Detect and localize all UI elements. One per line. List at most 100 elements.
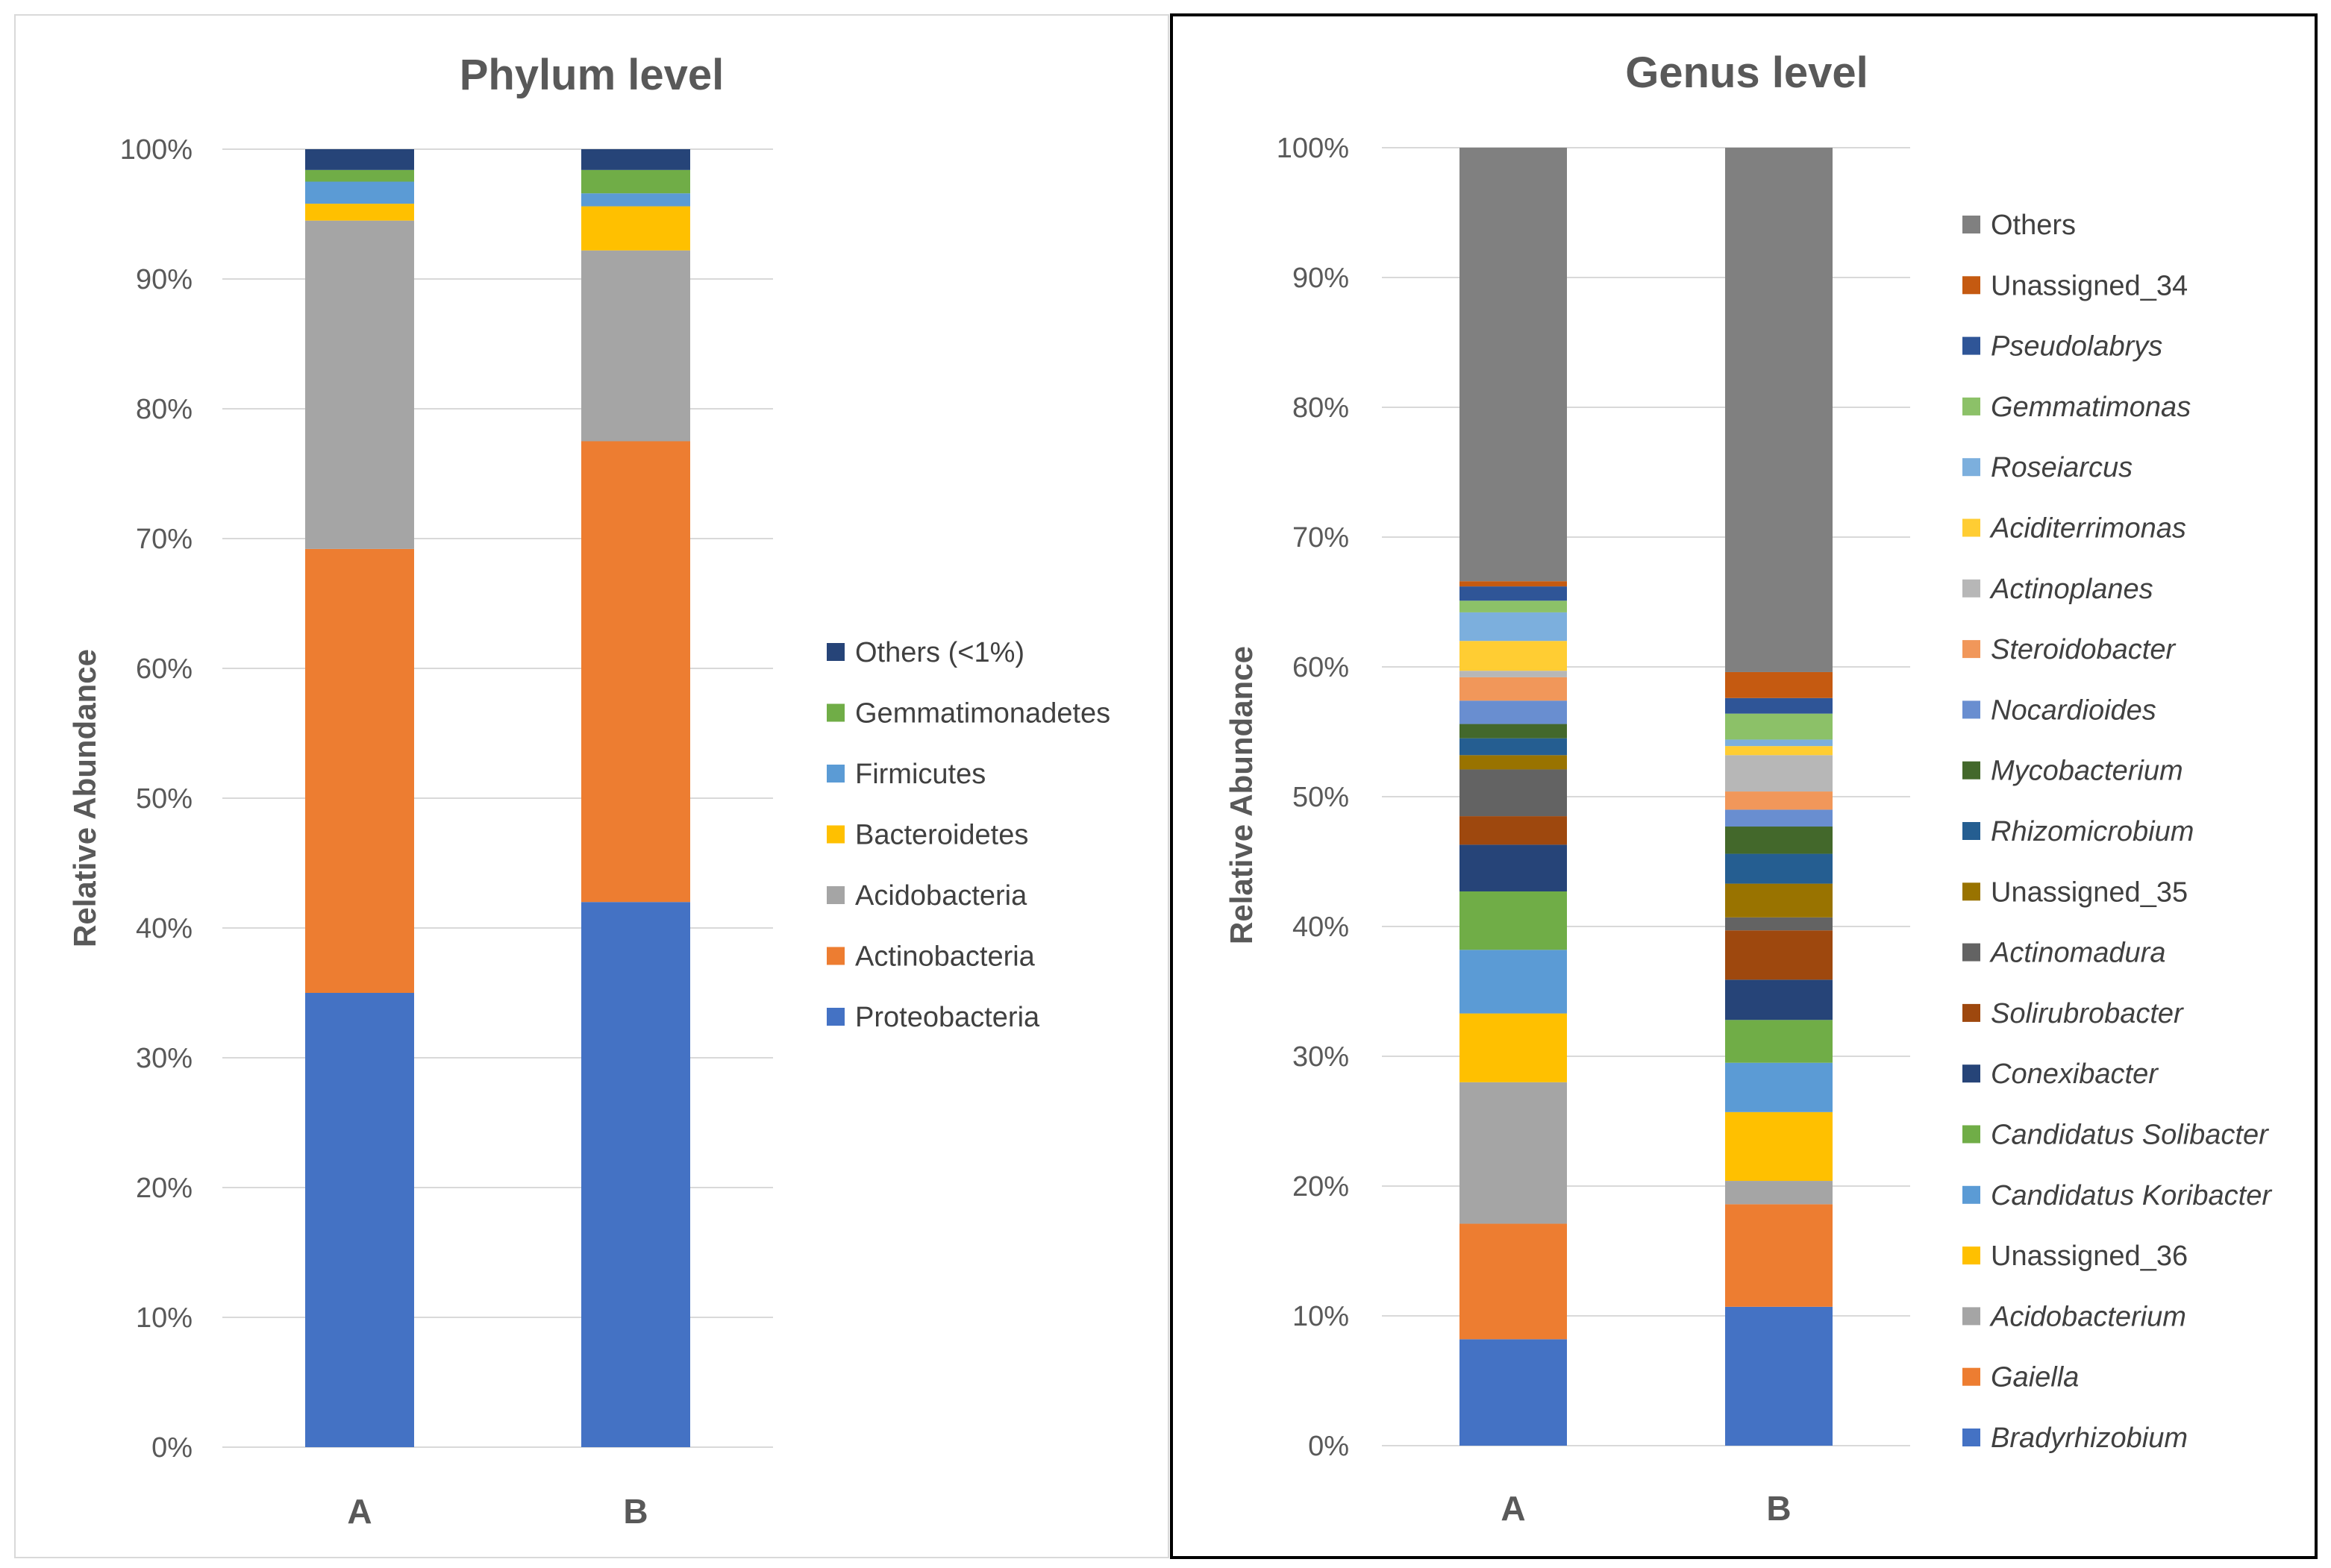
genus-bar-segment-b-steroidobacter — [1725, 791, 1833, 810]
genus-legend-swatch-roseiarcus — [1962, 458, 1980, 477]
phylum-y-tick-label: 40% — [136, 913, 193, 944]
phylum-legend-item: Actinobacteria — [827, 941, 1036, 973]
genus-bar-segment-b-actinoplanes — [1725, 755, 1833, 792]
genus-chart-panel: Genus level Relative Abundance 0% 10% 20% 3… — [1170, 13, 2318, 1559]
genus-legend-label-steroidobacter: Steroidobacter — [1991, 634, 2176, 665]
phylum-category-label-b: B — [623, 1492, 648, 1531]
genus-chart-border — [1170, 13, 2318, 1559]
genus-legend-label-actinoplanes: Actinoplanes — [1989, 574, 2153, 605]
genus-bar-segment-b-mycobacterium — [1725, 827, 1833, 854]
genus-bar-segment-a-others — [1459, 148, 1567, 582]
genus-legend-swatch-steroidobacter — [1962, 640, 1980, 659]
genus-legend-item: Candidatus Koribacter — [1962, 1180, 2272, 1211]
phylum-bar-segment-a-bacteroidetes — [305, 204, 414, 221]
phylum-legend: Others (<1%) Gemmatimonadetes Firmicutes Ba… — [827, 637, 1110, 1033]
genus-legend-swatch-candidatus-koribacter — [1962, 1185, 1980, 1204]
genus-bar-segment-a-steroidobacter — [1459, 677, 1567, 701]
phylum-y-tick-label: 30% — [136, 1043, 193, 1074]
phylum-bar-segment-b-proteobacteria — [581, 902, 690, 1447]
phylum-legend-label-proteobacteria: Proteobacteria — [855, 1002, 1040, 1033]
phylum-legend-swatch-gemmatimonadetes — [827, 703, 845, 722]
genus-legend-item: Steroidobacter — [1962, 634, 2176, 665]
phylum-bar-segment-a-others-1 — [305, 149, 414, 170]
genus-legend-item: Unassigned_35 — [1962, 876, 2188, 908]
phylum-legend-item: Others (<1%) — [827, 637, 1024, 668]
genus-legend-item: Roseiarcus — [1962, 452, 2133, 483]
genus-bar-segment-a-rhizomicrobium — [1459, 738, 1567, 756]
genus-legend-swatch-mycobacterium — [1962, 761, 1980, 780]
genus-bar-segment-a-candidatus-solibacter — [1459, 891, 1567, 950]
genus-y-tick-label: 40% — [1292, 912, 1349, 943]
genus-legend-label-candidatus-solibacter: Candidatus Solibacter — [1991, 1120, 2269, 1151]
genus-y-tick-labels: 0% 10% 20% 30% 40% 50% 60% 70% 80% 90% 100% — [1277, 133, 1349, 1462]
genus-legend-label-others: Others — [1991, 210, 2076, 241]
genus-legend-label-pseudolabrys: Pseudolabrys — [1991, 331, 2162, 363]
genus-legend-label-actinomadura: Actinomadura — [1989, 938, 2165, 969]
genus-legend-swatch-conexibacter — [1962, 1064, 1980, 1083]
phylum-legend-swatch-proteobacteria — [827, 1008, 845, 1026]
genus-bar-segment-a-unassigned-35 — [1459, 755, 1567, 770]
phylum-legend-item: Acidobacteria — [827, 880, 1027, 912]
genus-legend-swatch-rhizomicrobium — [1962, 822, 1980, 840]
genus-legend-swatch-others — [1962, 216, 1980, 233]
genus-bar-segment-a-gaiella — [1459, 1223, 1567, 1340]
genus-legend-item: Solirubrobacter — [1962, 998, 2184, 1029]
phylum-chart-panel: Phylum level Relative Abundance 0% 10% 20%… — [14, 14, 1169, 1558]
genus-legend-label-aciditerrimonas: Aciditerrimonas — [1989, 513, 2186, 545]
genus-bar-segment-b-bradyrhizobium — [1725, 1306, 1833, 1446]
genus-bar-segment-a-actinoplanes — [1459, 671, 1567, 677]
genus-bars — [1459, 148, 1833, 1446]
genus-bar-segment-a-roseiarcus — [1459, 612, 1567, 642]
genus-legend-item: Bradyrhizobium — [1962, 1423, 2188, 1454]
phylum-y-tick-label: 100% — [120, 134, 193, 166]
phylum-y-tick-label: 50% — [136, 783, 193, 815]
genus-bar-segment-a-pseudolabrys — [1459, 586, 1567, 601]
genus-bar-segment-b-unassigned-34 — [1725, 671, 1833, 698]
phylum-bar-segment-b-bacteroidetes — [581, 206, 690, 251]
genus-legend-swatch-unassigned-34 — [1962, 276, 1980, 295]
genus-legend-swatch-unassigned-36 — [1962, 1246, 1980, 1265]
phylum-legend-item: Gemmatimonadetes — [827, 698, 1110, 730]
genus-legend-item: Nocardioides — [1962, 694, 2156, 726]
genus-y-axis-title: Relative Abundance — [1224, 646, 1259, 944]
genus-legend-swatch-acidobacterium — [1962, 1307, 1980, 1326]
genus-legend-swatch-candidatus-solibacter — [1962, 1125, 1980, 1144]
phylum-y-tick-label: 10% — [136, 1302, 193, 1334]
phylum-legend-item: Proteobacteria — [827, 1002, 1040, 1033]
genus-bar-segment-b-unassigned-35 — [1725, 883, 1833, 918]
genus-bar-segment-a-gemmatimonas — [1459, 600, 1567, 612]
genus-bar-segment-a-conexibacter — [1459, 844, 1567, 892]
phylum-y-tick-label: 60% — [136, 653, 193, 685]
genus-legend-swatch-actinomadura — [1962, 943, 1980, 962]
genus-bar-segment-b-candidatus-solibacter — [1725, 1020, 1833, 1063]
genus-bar-segment-a-unassigned-34 — [1459, 581, 1567, 587]
genus-legend-label-mycobacterium: Mycobacterium — [1991, 756, 2183, 787]
genus-bar-segment-b-actinomadura — [1725, 917, 1833, 931]
phylum-y-axis-title: Relative Abundance — [67, 649, 102, 947]
phylum-legend-swatch-bacteroidetes — [827, 825, 845, 844]
genus-legend-label-bradyrhizobium: Bradyrhizobium — [1991, 1423, 2188, 1454]
genus-bar-segment-a-nocardioides — [1459, 700, 1567, 724]
genus-legend-swatch-nocardioides — [1962, 700, 1980, 719]
genus-legend-item: Pseudolabrys — [1962, 331, 2162, 363]
phylum-legend-label-firmicutes: Firmicutes — [855, 759, 986, 790]
genus-chart-title: Genus level — [1625, 48, 1868, 97]
genus-legend-label-solirubrobacter: Solirubrobacter — [1991, 998, 2184, 1029]
genus-bar-segment-b-solirubrobacter — [1725, 930, 1833, 980]
genus-y-tick-label: 100% — [1277, 133, 1349, 164]
genus-bar-segment-b-rhizomicrobium — [1725, 853, 1833, 884]
genus-legend-label-rhizomicrobium: Rhizomicrobium — [1991, 816, 2194, 847]
genus-bar-segment-b-nocardioides — [1725, 809, 1833, 827]
phylum-y-tick-label: 80% — [136, 394, 193, 425]
genus-bar-segment-b-pseudolabrys — [1725, 697, 1833, 714]
genus-legend-item: Aciditerrimonas — [1962, 513, 2186, 545]
phylum-legend-swatch-actinobacteria — [827, 947, 845, 965]
genus-bar-segment-a-acidobacterium — [1459, 1082, 1567, 1224]
genus-bar-segment-b-gemmatimonas — [1725, 713, 1833, 740]
phylum-bar-segment-b-actinobacteria — [581, 441, 690, 903]
genus-legend-item: Gaiella — [1962, 1362, 2079, 1393]
genus-legend-swatch-bradyrhizobium — [1962, 1429, 1980, 1446]
